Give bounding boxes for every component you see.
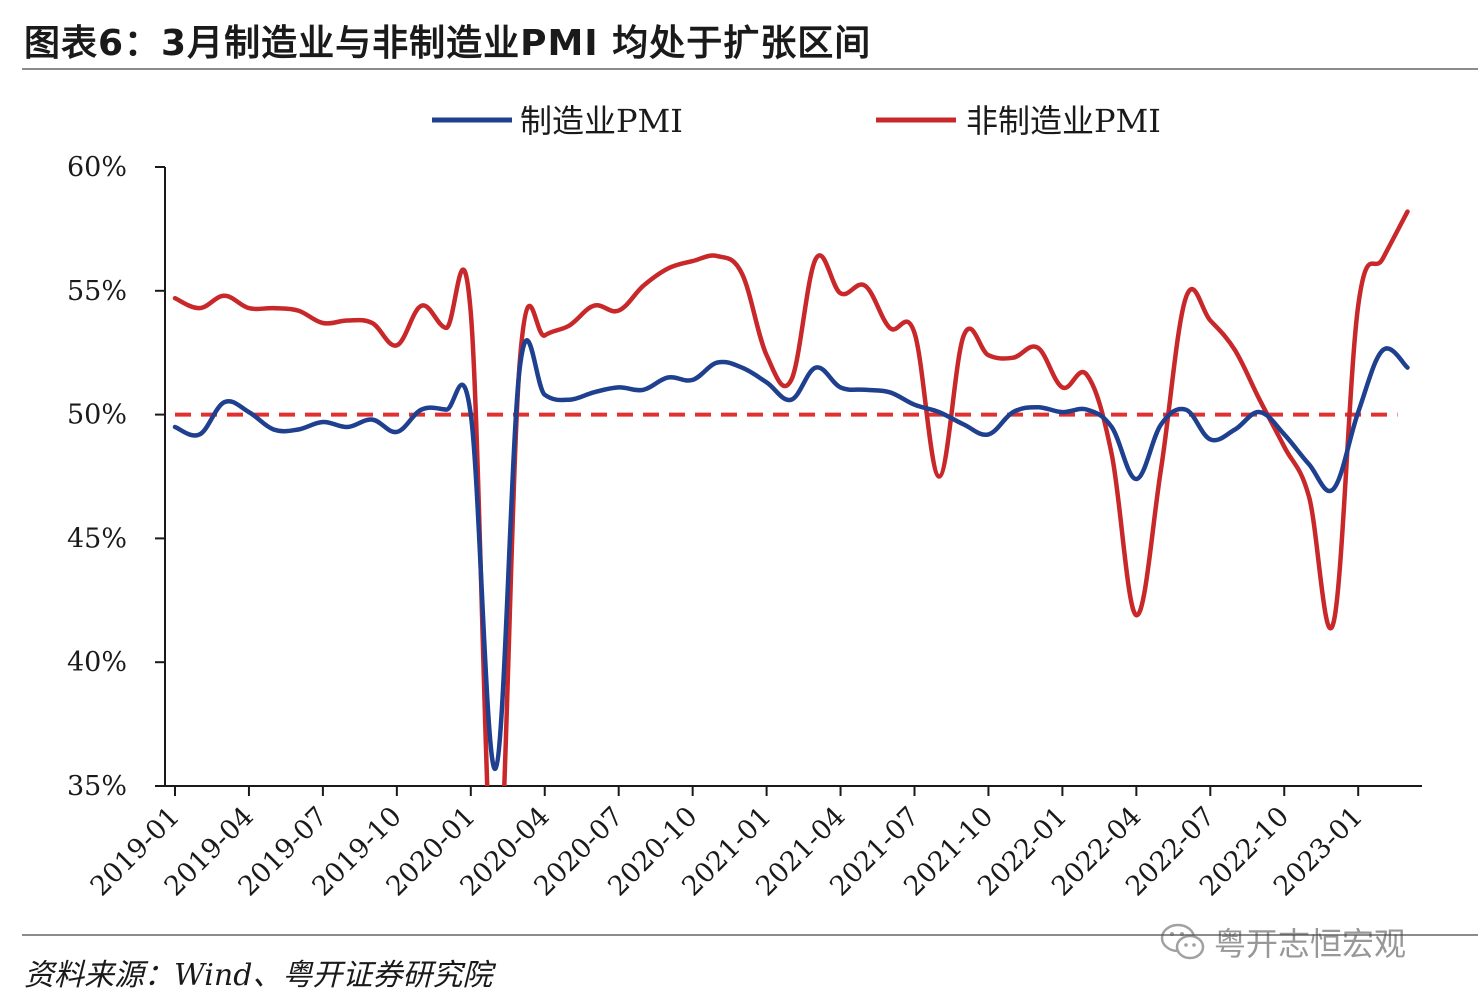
source-divider: [22, 934, 1478, 936]
axes: 35%40%45%50%55%60%2019-012019-042019-072…: [67, 152, 1422, 902]
y-tick-label: 45%: [67, 523, 127, 554]
title-divider: [22, 68, 1478, 70]
legend: 制造业PMI 非制造业PMI: [432, 102, 1161, 140]
y-tick-label: 50%: [67, 400, 127, 431]
source-note: 资料来源：Wind、粤开证券研究院: [24, 958, 493, 993]
legend-label-non-manufacturing: 非制造业PMI: [966, 102, 1161, 140]
series-line-non-manufacturing: [172, 209, 1410, 786]
watermark-text: 粤开志恒宏观: [1214, 925, 1407, 963]
chart-title: 图表6：3月制造业与非制造业PMI 均处于扩张区间: [24, 23, 872, 64]
y-tick-label: 35%: [67, 771, 127, 802]
y-tick-label: 40%: [67, 647, 127, 678]
series-lines: [172, 209, 1410, 786]
y-tick-label: 55%: [67, 276, 127, 307]
y-tick-label: 60%: [67, 152, 127, 183]
legend-label-manufacturing: 制造业PMI: [520, 102, 683, 140]
wechat-icon: [1160, 923, 1205, 960]
watermark: 粤开志恒宏观: [1160, 920, 1406, 964]
series-line-manufacturing: [172, 338, 1410, 771]
